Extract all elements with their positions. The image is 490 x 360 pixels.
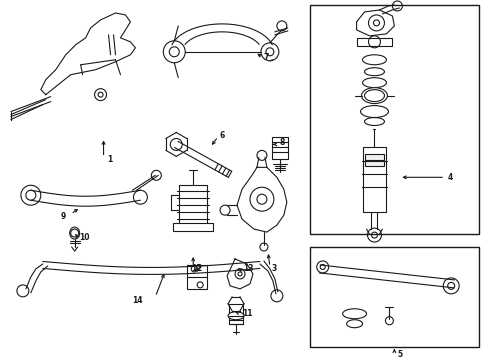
Bar [363,147,387,212]
Text: 4: 4 [447,173,452,182]
Ellipse shape [362,87,388,104]
Text: 1: 1 [107,155,113,164]
Bar [357,38,392,46]
Ellipse shape [228,312,244,320]
Bar [272,138,288,159]
Bar [179,185,207,230]
Text: 3: 3 [272,265,277,274]
Text: 6: 6 [219,131,224,140]
Bar [365,154,385,166]
Text: 14: 14 [132,296,143,305]
Text: 5: 5 [397,350,402,359]
Bar [310,5,479,234]
Text: 13: 13 [243,265,253,274]
Text: 11: 11 [242,309,252,318]
Text: 12: 12 [191,265,202,274]
Text: 2: 2 [196,265,201,274]
Text: 9: 9 [61,212,66,221]
Bar [173,223,213,231]
Text: 8: 8 [280,138,285,147]
Bar [310,247,479,347]
Bar [229,304,243,324]
Text: 10: 10 [80,233,90,242]
Text: 7: 7 [264,53,270,62]
